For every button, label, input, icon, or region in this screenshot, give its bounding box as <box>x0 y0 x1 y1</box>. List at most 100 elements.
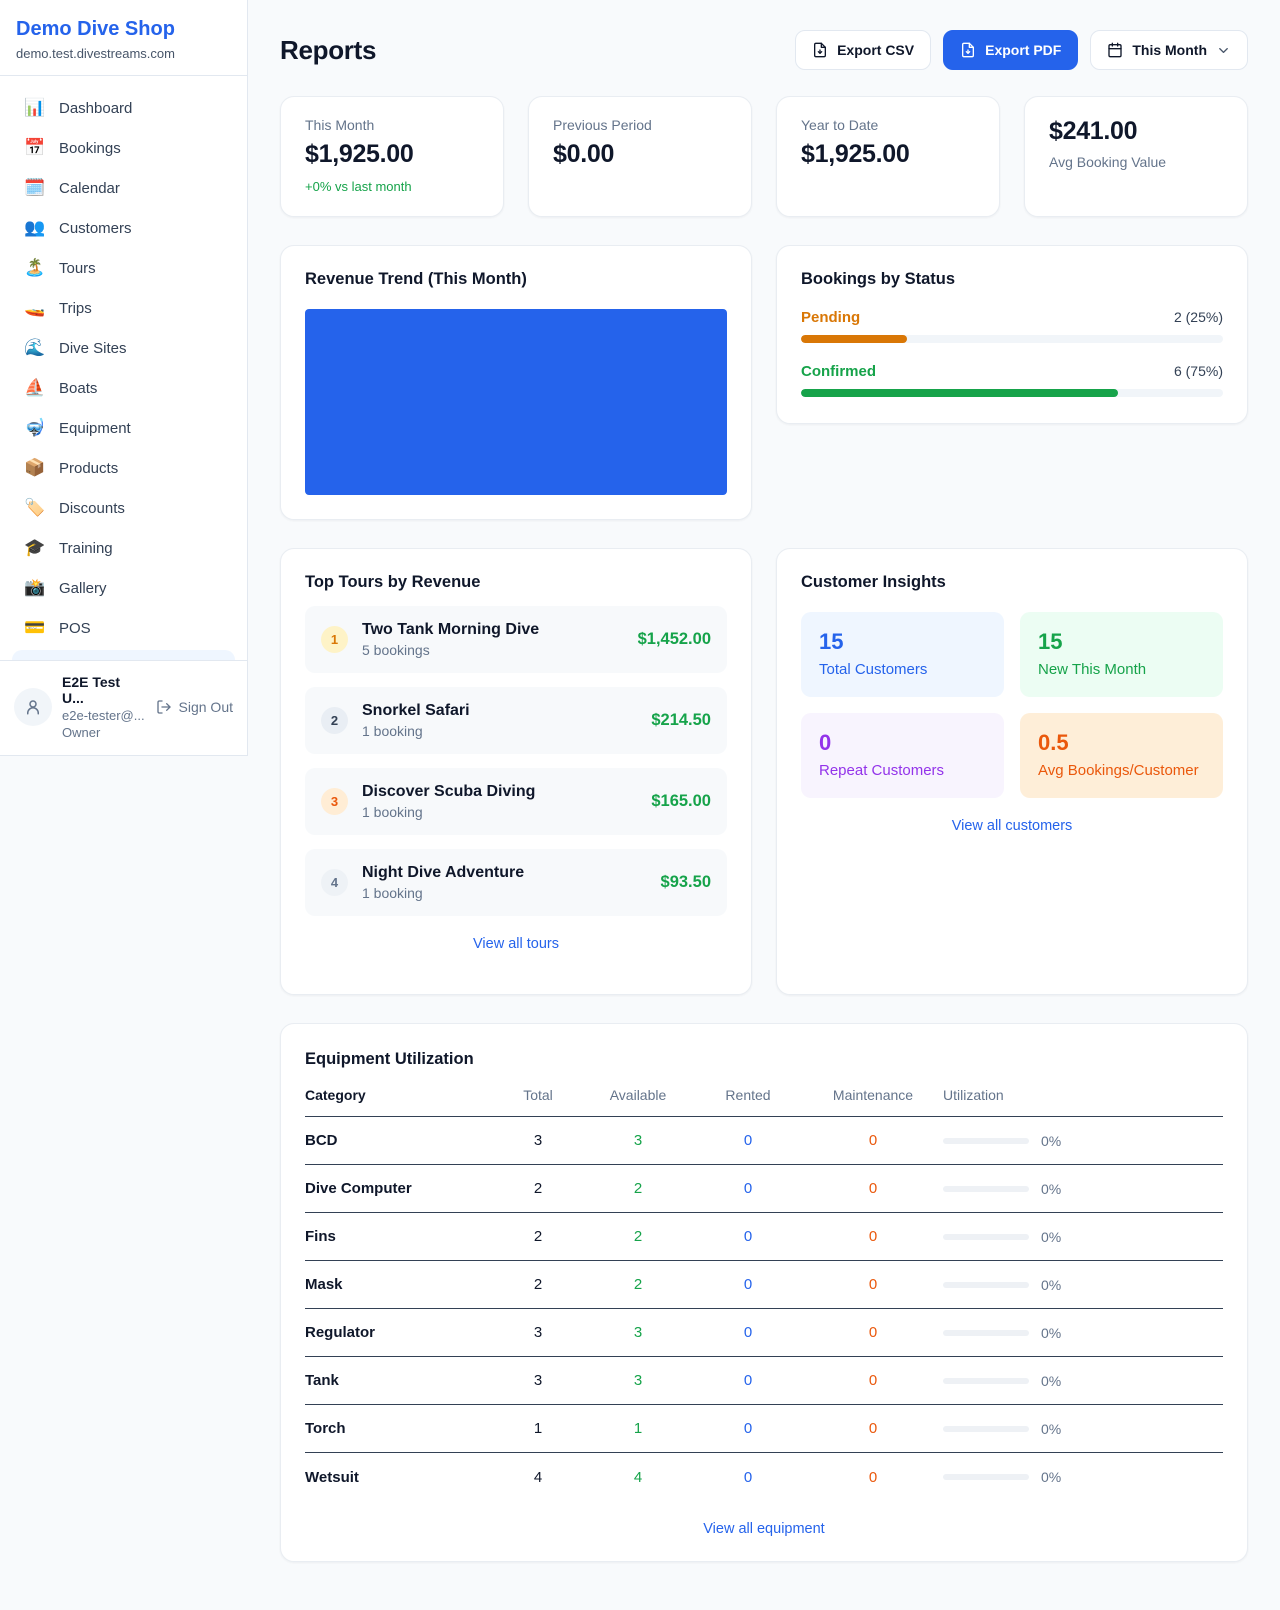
brand-domain: demo.test.divestreams.com <box>16 46 175 61</box>
main-content: Reports Export CSV Export PDF This Month <box>248 0 1280 1596</box>
sidebar-item-gallery[interactable]: 📸 Gallery <box>12 568 235 608</box>
insight-value: 0.5 <box>1038 730 1069 755</box>
view-all-tours-link[interactable]: View all tours <box>305 936 727 952</box>
tour-revenue: $214.50 <box>651 711 711 729</box>
equipment-rented: 0 <box>743 1468 753 1486</box>
stat-value: $1,925.00 <box>801 140 910 168</box>
equipment-rented: 0 <box>743 1420 753 1437</box>
insight-label: New This Month <box>1038 661 1147 678</box>
sidebar-item-label: Calendar <box>59 179 120 197</box>
progress-fill-confirmed <box>801 389 1118 397</box>
tour-list-item[interactable]: 4 Night Dive Adventure 1 booking $93.50 <box>305 849 727 916</box>
equipment-maintenance: 0 <box>868 1324 878 1341</box>
insight-label: Avg Bookings/Customer <box>1038 762 1199 779</box>
tour-revenue: $93.50 <box>660 873 711 891</box>
tour-name: Discover Scuba Diving <box>362 783 536 800</box>
pos-icon: 💳 <box>24 618 46 637</box>
sidebar-item-dive-sites[interactable]: 🌊 Dive Sites <box>12 328 235 368</box>
utilization-bar <box>943 1185 1029 1192</box>
sidebar-item-label: Dive Sites <box>59 339 127 357</box>
equipment-available: 3 <box>633 1324 643 1341</box>
equipment-category: Mask <box>305 1276 343 1293</box>
table-row: Tank 3 3 0 0 0% <box>305 1357 1223 1405</box>
tour-list-item[interactable]: 2 Snorkel Safari 1 booking $214.50 <box>305 687 727 754</box>
bookings-by-status-card: Bookings by Status Pending 2 (25%) Confi… <box>776 245 1248 424</box>
table-row: Regulator 3 3 0 0 0% <box>305 1309 1223 1357</box>
export-pdf-label: Export PDF <box>985 42 1062 58</box>
sidebar-item-label: Gallery <box>59 579 107 597</box>
column-header: Available <box>609 1087 667 1103</box>
table-row: Fins 2 2 0 0 0% <box>305 1213 1223 1261</box>
period-dropdown[interactable]: This Month <box>1090 30 1248 70</box>
header-actions: Export CSV Export PDF This Month <box>795 30 1248 70</box>
equipment-total: 3 <box>533 1372 543 1389</box>
sidebar-item-tours[interactable]: 🏝️ Tours <box>12 248 235 288</box>
column-header: Maintenance <box>832 1087 914 1103</box>
stat-card-previous-period: Previous Period $0.00 <box>528 96 752 217</box>
insight-tile-repeat-customers: 0 Repeat Customers <box>801 713 1004 798</box>
tour-list-item[interactable]: 3 Discover Scuba Diving 1 booking $165.0… <box>305 768 727 835</box>
sidebar-item-pos[interactable]: 💳 POS <box>12 608 235 648</box>
stats-row: This Month $1,925.00 +0% vs last month P… <box>280 96 1248 217</box>
avatar <box>14 688 52 726</box>
equipment-available: 3 <box>633 1372 643 1389</box>
row-revenue-status: Revenue Trend (This Month) Bookings by S… <box>280 245 1248 520</box>
brand-name[interactable]: Demo Dive Shop <box>16 18 175 40</box>
equipment-available: 3 <box>633 1132 643 1149</box>
sidebar-item-reports-partial[interactable] <box>12 650 235 660</box>
sidebar-item-trips[interactable]: 🚤 Trips <box>12 288 235 328</box>
sidebar-item-dashboard[interactable]: 📊 Dashboard <box>12 88 235 128</box>
customer-insights-card: Customer Insights 15 Total Customers 15 … <box>776 548 1248 995</box>
sidebar-item-label: Boats <box>59 379 98 397</box>
stat-label: This Month <box>305 117 375 133</box>
equipment-available: 1 <box>633 1420 643 1437</box>
equipment-maintenance: 0 <box>868 1420 878 1437</box>
sidebar-item-discounts[interactable]: 🏷️ Discounts <box>12 488 235 528</box>
utilization-bar <box>943 1329 1029 1336</box>
insight-tile-new-this-month: 15 New This Month <box>1020 612 1223 697</box>
export-pdf-button[interactable]: Export PDF <box>943 30 1079 70</box>
sidebar-item-bookings[interactable]: 📅 Bookings <box>12 128 235 168</box>
file-download-icon <box>962 42 975 58</box>
sidebar-item-products[interactable]: 📦 Products <box>12 448 235 488</box>
user-info: E2E Test U... e2e-tester@... Owner <box>62 674 146 740</box>
view-all-equipment-link[interactable]: View all equipment <box>305 1521 1223 1537</box>
view-all-customers-link[interactable]: View all customers <box>801 818 1223 834</box>
tour-bookings: 1 booking <box>362 804 423 820</box>
tours-icon: 🏝️ <box>24 258 46 277</box>
equipment-category: Dive Computer <box>305 1180 412 1197</box>
stat-label: Previous Period <box>553 117 652 133</box>
utilization-percent: 0% <box>1041 1132 1062 1149</box>
user-name: E2E Test U... <box>62 674 121 706</box>
stat-value: $241.00 <box>1049 117 1138 145</box>
equipment-rented: 0 <box>743 1276 753 1293</box>
insight-value: 15 <box>1038 629 1063 654</box>
tour-bookings: 1 booking <box>362 723 423 739</box>
export-csv-button[interactable]: Export CSV <box>795 30 932 70</box>
bookings-icon: 📅 <box>24 138 46 157</box>
tour-bookings: 1 booking <box>362 885 423 901</box>
sidebar-item-calendar[interactable]: 🗓️ Calendar <box>12 168 235 208</box>
calendar-icon <box>1108 42 1123 58</box>
sidebar-item-equipment[interactable]: 🤿 Equipment <box>12 408 235 448</box>
equipment-available: 2 <box>633 1228 643 1245</box>
table-row: Dive Computer 2 2 0 0 0% <box>305 1165 1223 1213</box>
tour-revenue: $1,452.00 <box>637 630 711 648</box>
equipment-maintenance: 0 <box>868 1468 878 1486</box>
sign-out-button[interactable]: Sign Out <box>156 699 233 715</box>
sidebar-item-boats[interactable]: ⛵ Boats <box>12 368 235 408</box>
equipment-available: 4 <box>633 1468 643 1486</box>
insight-tile-avg-bookings: 0.5 Avg Bookings/Customer <box>1020 713 1223 798</box>
utilization-percent: 0% <box>1041 1469 1062 1485</box>
sidebar-item-training[interactable]: 🎓 Training <box>12 528 235 568</box>
stat-label: Year to Date <box>801 117 879 133</box>
sidebar-item-customers[interactable]: 👥 Customers <box>12 208 235 248</box>
sign-out-label: Sign Out <box>178 699 233 715</box>
utilization-percent: 0% <box>1041 1372 1062 1389</box>
tour-name: Two Tank Morning Dive <box>362 621 540 638</box>
sidebar-item-label: Dashboard <box>59 99 133 117</box>
equipment-total: 3 <box>533 1324 543 1341</box>
equipment-maintenance: 0 <box>868 1372 878 1389</box>
tour-list-item[interactable]: 1 Two Tank Morning Dive 5 bookings $1,45… <box>305 606 727 673</box>
